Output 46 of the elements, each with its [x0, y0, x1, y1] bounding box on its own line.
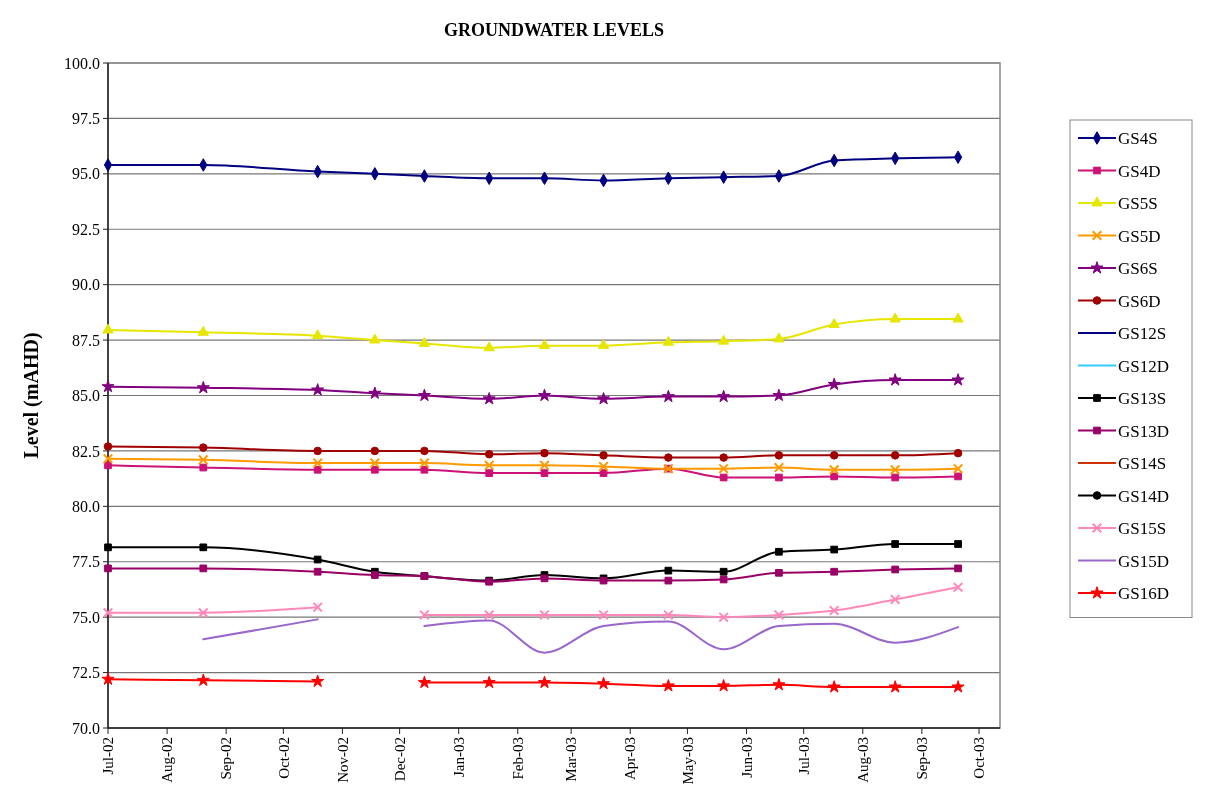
legend-label: GS5S	[1118, 194, 1158, 213]
legend-label: GS15D	[1118, 551, 1170, 571]
y-tick-label: 75.0	[72, 608, 100, 626]
x-tick-label: Sep-03	[914, 737, 931, 780]
y-tick-label: 80.0	[72, 497, 100, 515]
x-tick-label: Apr-03	[622, 737, 639, 781]
x-tick-label: Feb-03	[510, 737, 527, 780]
legend-label: GS14S	[1118, 454, 1167, 473]
legend-label: GS4S	[1118, 129, 1158, 148]
legend-label: GS12S	[1118, 324, 1167, 343]
x-tick-label: Oct-02	[275, 737, 292, 779]
y-tick-label: 95.0	[72, 165, 100, 183]
x-tick-label: Oct-03	[971, 737, 988, 779]
y-tick-label: 100.0	[64, 54, 100, 72]
x-tick-label: Sep-02	[218, 737, 235, 780]
y-tick-label: 77.5	[72, 553, 100, 571]
x-tick-label: May-03	[679, 737, 696, 785]
legend-label: GS13D	[1118, 421, 1170, 441]
x-tick-label: Dec-02	[391, 737, 408, 782]
legend-label: GS15S	[1118, 519, 1167, 538]
x-tick-label: Jan-03	[450, 737, 467, 777]
legend-label: GS4D	[1118, 161, 1161, 181]
legend-label: GS12D	[1118, 356, 1170, 376]
x-tick-label: Aug-02	[159, 737, 176, 783]
y-tick-label: 97.5	[72, 110, 100, 128]
legend-label: GS6D	[1118, 291, 1161, 311]
legend-label: GS16D	[1118, 584, 1170, 603]
y-tick-label: 72.5	[72, 664, 100, 682]
y-tick-label: 92.5	[72, 220, 100, 238]
x-tick-label: Mar-03	[563, 737, 580, 782]
x-tick-label: Jul-02	[100, 737, 117, 775]
y-axis-title: Level (mAHD)	[20, 332, 43, 459]
y-tick-label: 87.5	[72, 331, 100, 349]
legend-label: GS13S	[1118, 389, 1167, 408]
x-tick-label: Jun-03	[738, 737, 755, 778]
x-tick-label: Jul-03	[795, 737, 812, 775]
chart-title: GROUNDWATER LEVELS	[443, 20, 665, 40]
legend-label: GS6S	[1118, 259, 1158, 278]
legend-label: GS5D	[1118, 226, 1161, 246]
y-tick-label: 70.0	[72, 719, 100, 737]
y-tick-label: 90.0	[72, 276, 100, 294]
legend-label: GS14D	[1118, 486, 1170, 506]
y-tick-label: 85.0	[72, 387, 100, 405]
x-tick-label: Aug-03	[855, 737, 872, 783]
y-tick-label: 82.5	[72, 442, 100, 460]
x-tick-label: Nov-02	[334, 737, 351, 783]
